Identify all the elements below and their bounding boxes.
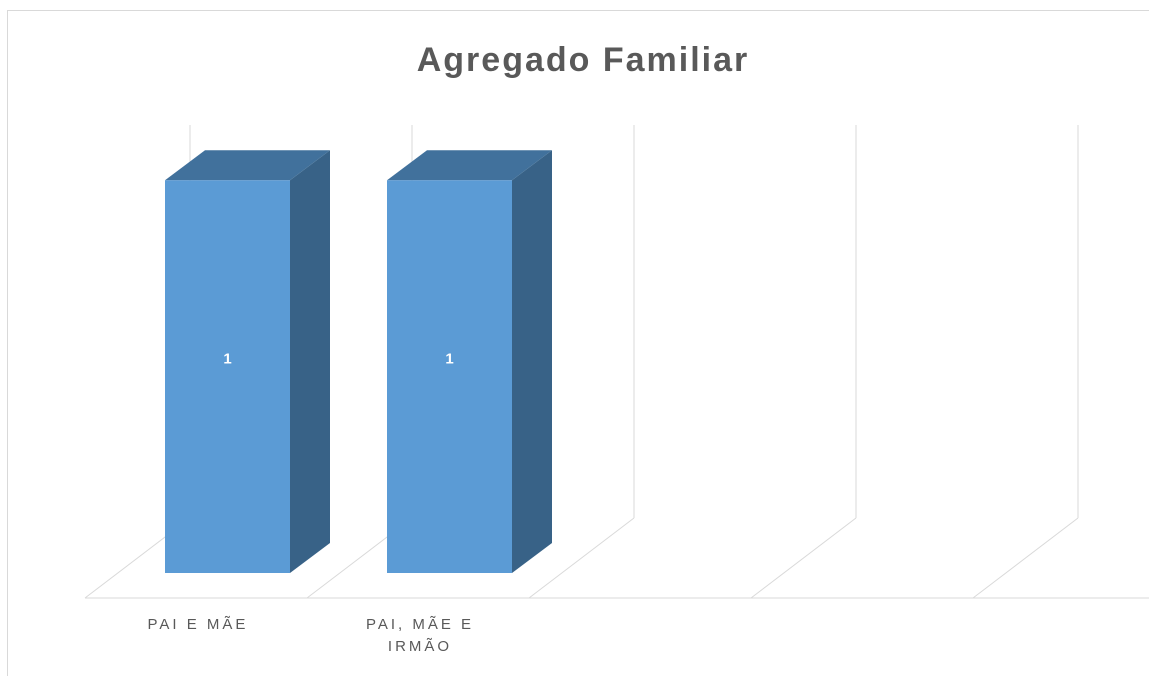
floor-depth-line [972, 517, 1079, 599]
floor-depth-line [528, 517, 635, 599]
bar [165, 180, 290, 574]
bar-top [165, 150, 330, 181]
floor-depth-line [750, 517, 857, 599]
x-tick-label: PAI E MÃE [147, 616, 249, 633]
bar-side [512, 150, 552, 574]
chart-title: Agregado Familiar [417, 41, 750, 79]
x-tick-label: PAI, MÃE E IRMÃO [365, 616, 475, 655]
bar-side [290, 150, 330, 574]
data-label: 1 [445, 351, 453, 368]
bar-top [387, 150, 552, 181]
data-label: 1 [223, 351, 231, 368]
bar [387, 180, 512, 574]
